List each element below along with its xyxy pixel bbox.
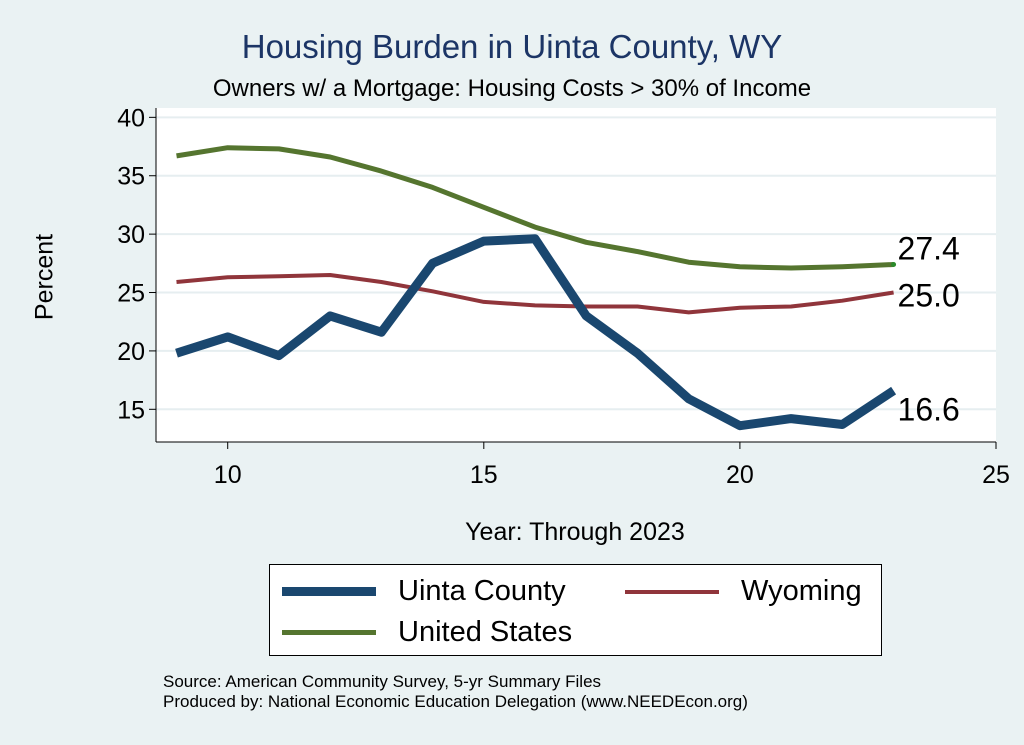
series-line-uinta-county [175,234,897,431]
series-line-wyoming [176,273,894,315]
x-tick-label: 25 [982,461,1010,489]
y-axis-label: Percent [30,233,59,321]
source-note: Source: American Community Survey, 5-yr … [163,672,748,712]
end-labels: 16.6 25.0 27.4 [891,230,960,428]
end-label-united-states: 27.4 [898,230,960,266]
x-tick-label: 10 [214,461,242,489]
end-label-wyoming: 25.0 [898,278,960,314]
x-axis-label: Year: Through 2023 [465,518,685,546]
legend-swatch-wyoming [625,589,719,594]
y-tick-label: 35 [117,163,145,191]
source-line: Source: American Community Survey, 5-yr … [163,672,602,691]
legend-swatch-uinta [282,587,376,596]
chart-title: Housing Burden in Uinta County, WY [241,28,783,65]
y-tick-label: 25 [117,280,145,308]
credit-line: Produced by: National Economic Education… [163,692,748,711]
chart-subtitle: Owners w/ a Mortgage: Housing Costs > 30… [212,75,812,102]
y-tick-label: 20 [117,338,145,366]
legend-item-wyoming: Wyoming [625,575,862,608]
us-end-marker [891,261,897,267]
x-ticks: 10 15 20 25 [214,442,1010,489]
series-line-united-states [176,145,894,271]
y-tick-label: 15 [117,396,145,424]
legend-swatch-us [282,630,376,635]
grid-lines [156,116,996,411]
y-tick-label: 40 [117,104,145,132]
legend-item-uinta: Uinta County [282,575,566,608]
x-tick-label: 15 [470,461,498,489]
x-tick-label: 20 [726,461,754,489]
y-ticks: 15 20 25 30 35 40 [117,104,156,424]
legend-label-us: United States [398,616,573,648]
end-label-uinta-county: 16.6 [898,392,960,428]
legend-item-us: United States [282,616,572,649]
series-lines [175,145,897,431]
legend-label-wyoming: Wyoming [741,575,862,607]
y-tick-label: 30 [117,221,145,249]
legend-label-uinta: Uinta County [398,575,566,607]
legend: Uinta County Wyoming United States [269,564,882,656]
